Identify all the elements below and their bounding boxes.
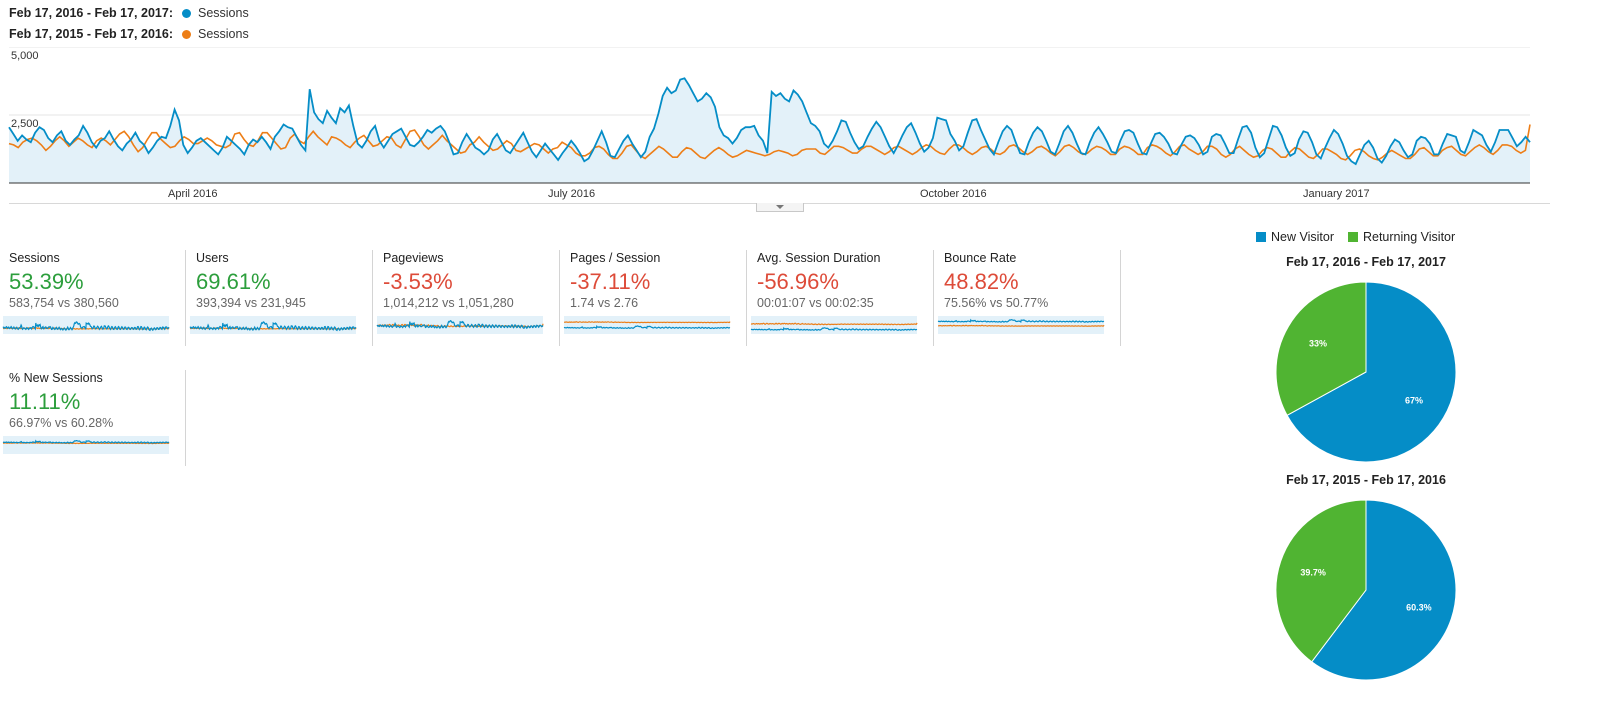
sparkline bbox=[563, 316, 731, 334]
scorecard-pages-per-session[interactable]: Pages / Session -37.11% 1.74 vs 2.76 bbox=[561, 250, 747, 346]
sparkline bbox=[750, 316, 918, 334]
sparkline-bg bbox=[3, 436, 169, 454]
pie-slice-label: 39.7% bbox=[1300, 567, 1326, 577]
y-tick-2500: 2,500 bbox=[11, 118, 39, 130]
sparkline bbox=[189, 316, 357, 334]
sparkline-previous bbox=[564, 321, 731, 324]
scorecard-avg-session-duration[interactable]: Avg. Session Duration -56.96% 00:01:07 v… bbox=[748, 250, 934, 346]
scorecard-sessions[interactable]: Sessions 53.39% 583,754 vs 380,560 bbox=[0, 250, 186, 346]
pie-slice-label: 60.3% bbox=[1406, 603, 1432, 613]
pie-legend-new-visitor[interactable]: New Visitor bbox=[1256, 230, 1334, 244]
sparkline bbox=[2, 436, 170, 454]
scorecard-comparison: 75.56% vs 50.77% bbox=[944, 296, 1049, 310]
pie-slice[interactable] bbox=[1286, 281, 1457, 463]
legend-current: Feb 17, 2016 - Feb 17, 2017: Sessions bbox=[9, 4, 249, 22]
sessions-previous-line bbox=[8, 124, 1531, 161]
scorecard-percent-change: 11.11% bbox=[9, 389, 81, 414]
legend-previous: Feb 17, 2015 - Feb 17, 2016: Sessions bbox=[9, 25, 249, 43]
scorecard-percent-change: 48.82% bbox=[944, 269, 1019, 294]
returning-visitor-swatch bbox=[1347, 232, 1358, 242]
sparkline-previous bbox=[938, 324, 1105, 327]
scorecard-label: Bounce Rate bbox=[944, 251, 1017, 265]
pie-legend-label: New Visitor bbox=[1271, 230, 1334, 244]
x-tick-october-2016: October 2016 bbox=[920, 188, 987, 200]
scorecard-label: Pageviews bbox=[383, 251, 444, 265]
legend-current-dot bbox=[181, 8, 191, 18]
pie-legend-returning-visitor[interactable]: Returning Visitor bbox=[1347, 230, 1456, 244]
scorecard-comparison: 1.74 vs 2.76 bbox=[570, 296, 639, 310]
sparkline bbox=[376, 316, 544, 334]
x-tick-july-2016: July 2016 bbox=[548, 188, 595, 200]
x-tick-january-2017: January 2017 bbox=[1303, 188, 1370, 200]
legend-current-series: Sessions bbox=[197, 6, 249, 20]
scorecard-comparison: 00:01:07 vs 00:02:35 bbox=[757, 296, 874, 310]
pie-title-previous: Feb 17, 2015 - Feb 17, 2016 bbox=[1286, 473, 1446, 487]
scorecard-percent-change: -3.53% bbox=[383, 269, 453, 294]
legend-current-range: Feb 17, 2016 - Feb 17, 2017: bbox=[9, 6, 173, 20]
sparkline bbox=[937, 316, 1105, 334]
scorecard-percent-change: 53.39% bbox=[9, 269, 84, 294]
scorecard-label: Users bbox=[196, 251, 229, 265]
scorecard-label: Pages / Session bbox=[570, 251, 661, 265]
pie-legend-label: Returning Visitor bbox=[1362, 230, 1456, 244]
sparkline-bg bbox=[564, 316, 730, 334]
pie-slice[interactable] bbox=[1275, 281, 1367, 417]
scorecard-percent-change: -37.11% bbox=[570, 269, 651, 294]
new-visitor-swatch bbox=[1256, 232, 1266, 242]
pie-chart-current[interactable]: 67% 33% bbox=[1266, 272, 1466, 472]
scorecard-bounce-rate[interactable]: Bounce Rate 48.82% 75.56% vs 50.77% bbox=[935, 250, 1121, 346]
x-tick-april-2016: April 2016 bbox=[168, 188, 218, 200]
pie-slice[interactable] bbox=[1275, 499, 1367, 663]
scorecard-comparison: 583,754 vs 380,560 bbox=[9, 296, 119, 310]
sparkline-current bbox=[563, 324, 731, 330]
sessions-line-chart[interactable]: 5,000 2,500 April 2016 July 2016 October… bbox=[0, 47, 1550, 207]
scorecard-users[interactable]: Users 69.61% 393,394 vs 231,945 bbox=[187, 250, 373, 346]
legend-previous-dot bbox=[181, 29, 191, 39]
scorecard-comparison: 1,014,212 vs 1,051,280 bbox=[383, 296, 514, 310]
sessions-current-line bbox=[8, 77, 1531, 166]
sparkline-current bbox=[937, 318, 1105, 323]
y-tick-5000: 5,000 bbox=[11, 50, 39, 62]
pie-slice-label: 67% bbox=[1405, 395, 1423, 405]
pie-legend: New Visitor Returning Visitor bbox=[1256, 230, 1469, 244]
scorecard-comparison: 393,394 vs 231,945 bbox=[196, 296, 306, 310]
pie-title-current: Feb 17, 2016 - Feb 17, 2017 bbox=[1286, 255, 1446, 269]
scorecard-new-sessions[interactable]: % New Sessions 11.11% 66.97% vs 60.28% bbox=[0, 370, 186, 466]
scorecard-label: % New Sessions bbox=[9, 371, 103, 385]
pie-chart-previous[interactable]: 60.3% 39.7% bbox=[1266, 490, 1466, 690]
sparkline-previous bbox=[750, 322, 918, 326]
sparkline-current bbox=[376, 320, 544, 330]
sparkline-current bbox=[189, 321, 357, 332]
sparkline bbox=[2, 316, 170, 334]
scorecard-label: Avg. Session Duration bbox=[757, 251, 881, 265]
chart-collapse-toggle[interactable] bbox=[756, 203, 804, 212]
legend-previous-series: Sessions bbox=[197, 27, 249, 41]
scorecard-comparison: 66.97% vs 60.28% bbox=[9, 416, 114, 430]
sparkline-current bbox=[750, 326, 918, 332]
legend-previous-range: Feb 17, 2015 - Feb 17, 2016: bbox=[9, 27, 173, 41]
scorecard-label: Sessions bbox=[9, 251, 60, 265]
scorecard-pageviews[interactable]: Pageviews -3.53% 1,014,212 vs 1,051,280 bbox=[374, 250, 560, 346]
sparkline-bg bbox=[938, 316, 1104, 334]
caret-down-icon bbox=[776, 205, 784, 209]
scorecard-percent-change: -56.96% bbox=[757, 269, 839, 294]
pie-slice-label: 33% bbox=[1309, 339, 1327, 349]
scorecard-percent-change: 69.61% bbox=[196, 269, 271, 294]
pie-slice[interactable] bbox=[1311, 499, 1457, 681]
sparkline-current bbox=[2, 439, 170, 444]
sparkline-current bbox=[2, 321, 170, 332]
